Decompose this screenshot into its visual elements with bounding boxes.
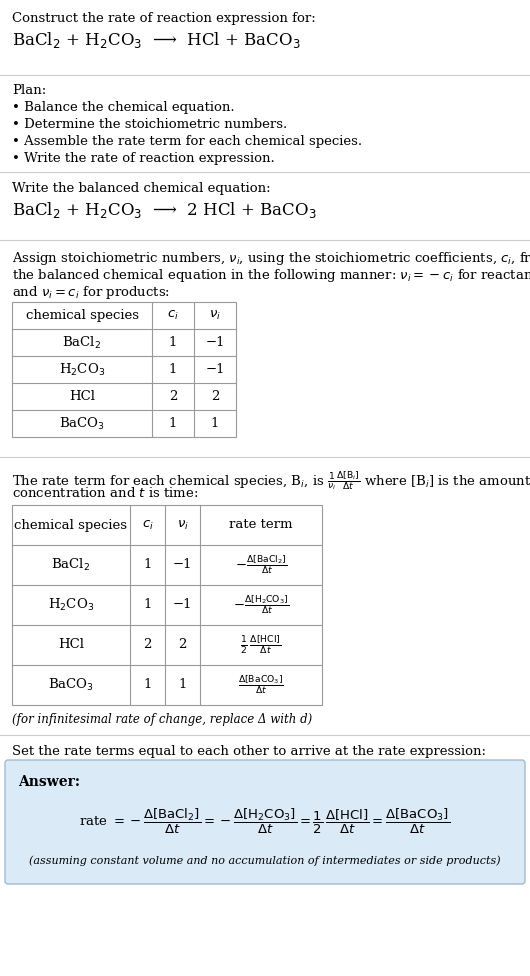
Text: 2: 2 bbox=[143, 638, 152, 652]
Text: rate $= -\dfrac{\Delta[\mathrm{BaCl_2}]}{\Delta t} = -\dfrac{\Delta[\mathrm{H_2C: rate $= -\dfrac{\Delta[\mathrm{BaCl_2}]}… bbox=[80, 806, 450, 835]
Text: 1: 1 bbox=[211, 417, 219, 430]
Text: chemical species: chemical species bbox=[25, 309, 138, 322]
Text: −1: −1 bbox=[205, 336, 225, 349]
Text: 1: 1 bbox=[178, 678, 187, 692]
Text: Answer:: Answer: bbox=[18, 775, 80, 789]
Text: $\frac{\Delta[\mathrm{BaCO_3}]}{\Delta t}$: $\frac{\Delta[\mathrm{BaCO_3}]}{\Delta t… bbox=[238, 673, 284, 697]
Text: 1: 1 bbox=[169, 336, 177, 349]
Text: (assuming constant volume and no accumulation of intermediates or side products): (assuming constant volume and no accumul… bbox=[29, 855, 501, 866]
Text: Set the rate terms equal to each other to arrive at the rate expression:: Set the rate terms equal to each other t… bbox=[12, 745, 486, 758]
Text: 1: 1 bbox=[143, 558, 152, 572]
Text: 1: 1 bbox=[169, 417, 177, 430]
Text: The rate term for each chemical species, B$_i$, is $\frac{1}{\nu_i}\frac{\Delta[: The rate term for each chemical species,… bbox=[12, 469, 530, 492]
Text: Plan:: Plan: bbox=[12, 84, 46, 97]
Text: the balanced chemical equation in the following manner: $\nu_i = -c_i$ for react: the balanced chemical equation in the fo… bbox=[12, 267, 530, 284]
Text: (for infinitesimal rate of change, replace Δ with d): (for infinitesimal rate of change, repla… bbox=[12, 713, 312, 726]
Text: $\frac{1}{2}\,\frac{\Delta[\mathrm{HCl}]}{\Delta t}$: $\frac{1}{2}\,\frac{\Delta[\mathrm{HCl}]… bbox=[240, 634, 281, 656]
Text: H$_2$CO$_3$: H$_2$CO$_3$ bbox=[48, 597, 94, 613]
Text: −1: −1 bbox=[205, 363, 225, 376]
Text: $c_i$: $c_i$ bbox=[142, 518, 153, 532]
Text: BaCl$_2$: BaCl$_2$ bbox=[63, 335, 102, 350]
Text: BaCO$_3$: BaCO$_3$ bbox=[59, 416, 105, 431]
Text: $\nu_i$: $\nu_i$ bbox=[209, 309, 221, 322]
Text: H$_2$CO$_3$: H$_2$CO$_3$ bbox=[59, 361, 105, 378]
Text: • Assemble the rate term for each chemical species.: • Assemble the rate term for each chemic… bbox=[12, 135, 362, 148]
Text: 1: 1 bbox=[143, 598, 152, 612]
Text: 2: 2 bbox=[169, 390, 177, 403]
Text: HCl: HCl bbox=[69, 390, 95, 403]
Text: 1: 1 bbox=[143, 678, 152, 692]
Text: concentration and $t$ is time:: concentration and $t$ is time: bbox=[12, 486, 198, 500]
Text: Assign stoichiometric numbers, $\nu_i$, using the stoichiometric coefficients, $: Assign stoichiometric numbers, $\nu_i$, … bbox=[12, 250, 530, 267]
Text: chemical species: chemical species bbox=[14, 518, 128, 532]
Text: BaCl$_2$ + H$_2$CO$_3$  ⟶  HCl + BaCO$_3$: BaCl$_2$ + H$_2$CO$_3$ ⟶ HCl + BaCO$_3$ bbox=[12, 30, 301, 50]
Text: • Write the rate of reaction expression.: • Write the rate of reaction expression. bbox=[12, 152, 275, 165]
Text: • Balance the chemical equation.: • Balance the chemical equation. bbox=[12, 101, 235, 114]
Text: BaCO$_3$: BaCO$_3$ bbox=[48, 677, 94, 693]
Text: $-\frac{\Delta[\mathrm{BaCl_2}]}{\Delta t}$: $-\frac{\Delta[\mathrm{BaCl_2}]}{\Delta … bbox=[235, 553, 287, 577]
Text: $\nu_i$: $\nu_i$ bbox=[176, 518, 189, 532]
Text: $c_i$: $c_i$ bbox=[167, 309, 179, 322]
Bar bbox=[12, 505, 322, 705]
Text: • Determine the stoichiometric numbers.: • Determine the stoichiometric numbers. bbox=[12, 118, 287, 131]
Text: 1: 1 bbox=[169, 363, 177, 376]
FancyBboxPatch shape bbox=[5, 760, 525, 884]
Bar bbox=[12, 302, 236, 437]
Text: 2: 2 bbox=[178, 638, 187, 652]
Text: HCl: HCl bbox=[58, 638, 84, 652]
Text: rate term: rate term bbox=[229, 518, 293, 532]
Text: −1: −1 bbox=[173, 598, 192, 612]
Text: 2: 2 bbox=[211, 390, 219, 403]
Text: Write the balanced chemical equation:: Write the balanced chemical equation: bbox=[12, 182, 271, 195]
Text: BaCl$_2$: BaCl$_2$ bbox=[51, 557, 91, 573]
Text: Construct the rate of reaction expression for:: Construct the rate of reaction expressio… bbox=[12, 12, 316, 25]
Text: $-\frac{\Delta[\mathrm{H_2CO_3}]}{\Delta t}$: $-\frac{\Delta[\mathrm{H_2CO_3}]}{\Delta… bbox=[233, 593, 289, 617]
Text: −1: −1 bbox=[173, 558, 192, 572]
Text: BaCl$_2$ + H$_2$CO$_3$  ⟶  2 HCl + BaCO$_3$: BaCl$_2$ + H$_2$CO$_3$ ⟶ 2 HCl + BaCO$_3… bbox=[12, 200, 317, 220]
Text: and $\nu_i = c_i$ for products:: and $\nu_i = c_i$ for products: bbox=[12, 284, 170, 301]
